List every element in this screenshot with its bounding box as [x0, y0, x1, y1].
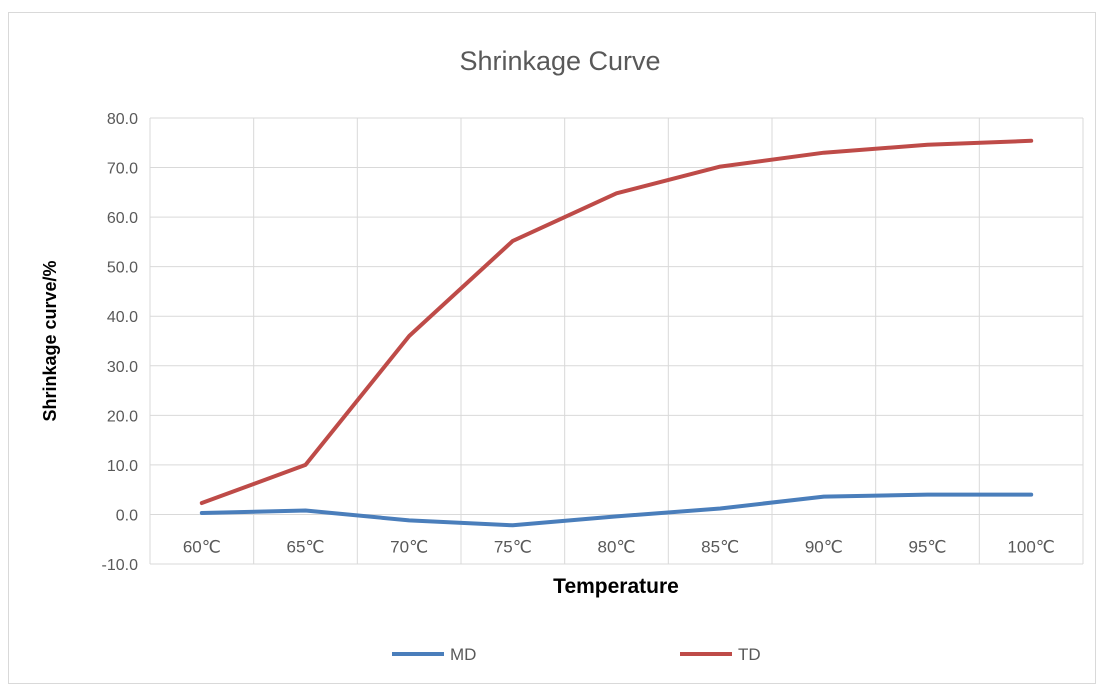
series-line-md: [199, 492, 1034, 528]
legend-label-md: MD: [450, 645, 476, 664]
series-lines: [199, 138, 1034, 528]
y-tick-label: 20.0: [107, 408, 138, 425]
y-tick-label: -10.0: [102, 557, 139, 574]
chart-title: Shrinkage Curve: [459, 46, 660, 76]
legend-label-td: TD: [738, 645, 761, 664]
x-tick-label: 85℃: [701, 537, 739, 556]
chart-frame: [8, 12, 1096, 684]
y-tick-label: 0.0: [116, 507, 138, 524]
x-tick-label: 100℃: [1007, 537, 1054, 556]
y-tick-label: 50.0: [107, 260, 138, 277]
y-tick-label: 30.0: [107, 359, 138, 376]
y-tick-label: 10.0: [107, 458, 138, 475]
y-tick-label: 40.0: [107, 309, 138, 326]
x-tick-label: 65℃: [286, 537, 324, 556]
y-tick-label: 60.0: [107, 210, 138, 227]
y-tick-label: 70.0: [107, 161, 138, 178]
y-axis-label: Shrinkage curve/%: [40, 260, 60, 421]
x-tick-label: 95℃: [908, 537, 946, 556]
x-tick-label: 75℃: [494, 537, 532, 556]
x-tick-label: 80℃: [597, 537, 635, 556]
grid-lines: [149, 117, 1084, 565]
chart-legend: MD TD: [392, 645, 761, 664]
y-axis-tick-labels: -10.0 0.0 10.0 20.0 30.0 40.0 50.0 60.0 70.0 80.0: [102, 111, 139, 574]
x-axis-label: Temperature: [553, 575, 679, 598]
x-tick-label: 90℃: [805, 537, 843, 556]
series-line-td: [199, 138, 1034, 505]
x-tick-label: 60℃: [183, 537, 221, 556]
y-tick-label: 80.0: [107, 111, 138, 128]
x-tick-label: 70℃: [390, 537, 428, 556]
x-axis-tick-labels: 60℃ 65℃ 70℃ 75℃ 80℃ 85℃ 90℃ 95℃ 100℃: [183, 537, 1055, 556]
